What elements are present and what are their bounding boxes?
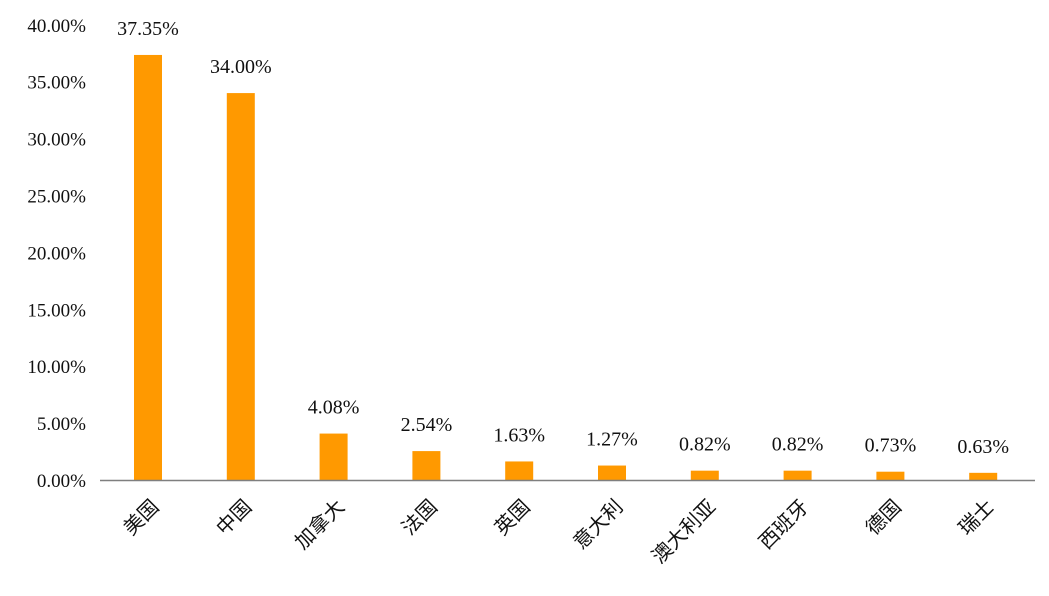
bar — [969, 472, 998, 480]
y-tick-label: 10.00% — [27, 357, 86, 378]
bar — [134, 54, 162, 480]
data-label: 37.35% — [117, 18, 179, 40]
x-tick-label: 加拿大 — [290, 495, 349, 554]
bar — [598, 465, 626, 480]
x-tick-label: 英国 — [489, 495, 534, 540]
x-tick-label: 美国 — [118, 495, 163, 540]
y-tick-label: 30.00% — [27, 130, 86, 151]
x-tick-label: 德国 — [861, 495, 906, 540]
bar — [690, 470, 719, 480]
data-label: 0.73% — [865, 435, 917, 457]
y-tick-label: 5.00% — [37, 414, 86, 435]
bar — [505, 461, 534, 480]
bars — [134, 54, 998, 480]
y-tick-label: 20.00% — [27, 243, 86, 264]
data-label: 0.63% — [957, 436, 1009, 458]
bar — [876, 471, 905, 480]
x-tick-label: 澳大利亚 — [647, 495, 721, 569]
x-axis-tick-labels: 美国 中国 加拿大 法国 英国 意大利 澳大利亚 西班牙 德国 瑞士 — [118, 495, 998, 569]
data-label: 4.08% — [308, 397, 360, 419]
bar — [226, 93, 255, 480]
data-label: 1.27% — [586, 429, 638, 451]
y-tick-label: 40.00% — [27, 16, 86, 37]
x-tick-label: 法国 — [397, 495, 442, 540]
data-label: 2.54% — [401, 414, 453, 436]
y-tick-label: 0.00% — [37, 471, 86, 492]
y-tick-label: 25.00% — [27, 187, 86, 208]
data-label: 0.82% — [679, 434, 731, 456]
x-tick-label: 意大利 — [568, 495, 627, 554]
data-label: 1.63% — [493, 424, 545, 446]
bar — [783, 470, 812, 480]
x-tick-label: 西班牙 — [754, 495, 813, 554]
data-label: 34.00% — [210, 56, 272, 78]
y-tick-label: 35.00% — [27, 73, 86, 94]
y-axis-tick-labels: 0.00% 5.00% 10.00% 15.00% 20.00% 25.00% 30.00%… — [27, 16, 86, 492]
bar — [412, 451, 441, 480]
x-tick-label: 中国 — [211, 495, 256, 540]
data-label: 0.82% — [772, 434, 824, 456]
y-tick-label: 15.00% — [27, 300, 86, 321]
data-labels: 37.35% 34.00% 4.08% 2.54% 1.63% 1.27% 0.82% 0.8… — [117, 18, 1009, 458]
bar — [319, 433, 348, 480]
x-tick-label: 瑞士 — [953, 495, 998, 540]
